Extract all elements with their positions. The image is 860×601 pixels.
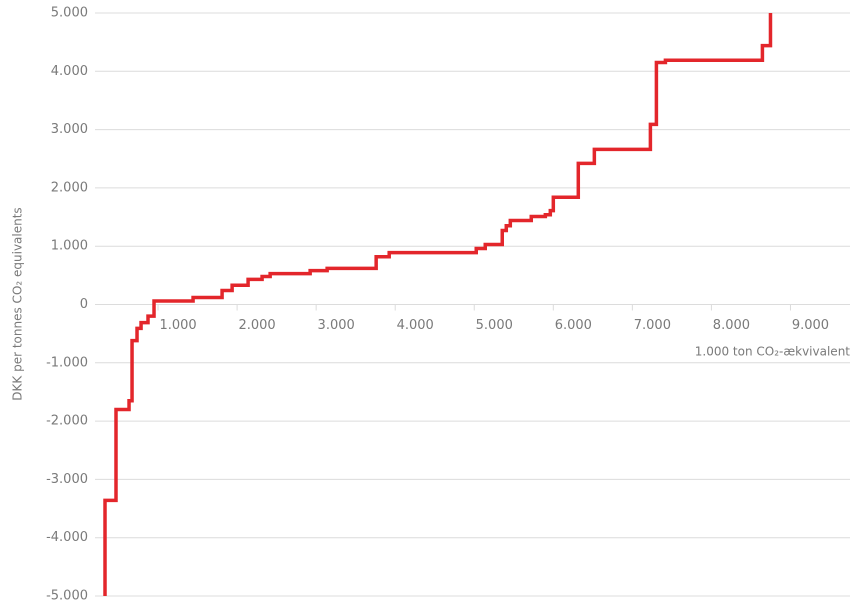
x-tick-label: 8.000: [713, 318, 750, 333]
x-tick-label: 5.000: [476, 318, 513, 333]
y-tick-label: -5.000: [46, 589, 88, 601]
x-tick-label: 1.000: [159, 318, 196, 333]
y-tick-label: 2.000: [51, 180, 88, 195]
x-axis-title: 1.000 ton CO₂-ækvivalent: [695, 345, 851, 359]
y-tick-label: 4.000: [51, 64, 88, 79]
x-tick-label: 2.000: [238, 318, 275, 333]
y-tick-label: -4.000: [46, 530, 88, 545]
y-tick-label: -2.000: [46, 414, 88, 429]
y-tick-label: 5.000: [51, 6, 88, 21]
x-tick-label: 9.000: [792, 318, 829, 333]
y-tick-label: 3.000: [51, 122, 88, 137]
y-tick-label: -1.000: [46, 355, 88, 370]
step-line: [103, 13, 773, 596]
y-tick-label: -3.000: [46, 472, 88, 487]
y-axis-title: DKK per tonnes CO₂ equivalents: [11, 207, 25, 400]
x-tick-label: 7.000: [634, 318, 671, 333]
x-tick-label: 3.000: [318, 318, 355, 333]
x-tick-label: 6.000: [555, 318, 592, 333]
y-tick-label: 0: [80, 297, 88, 312]
x-tick-label: 4.000: [397, 318, 434, 333]
y-tick-label: 1.000: [51, 239, 88, 254]
